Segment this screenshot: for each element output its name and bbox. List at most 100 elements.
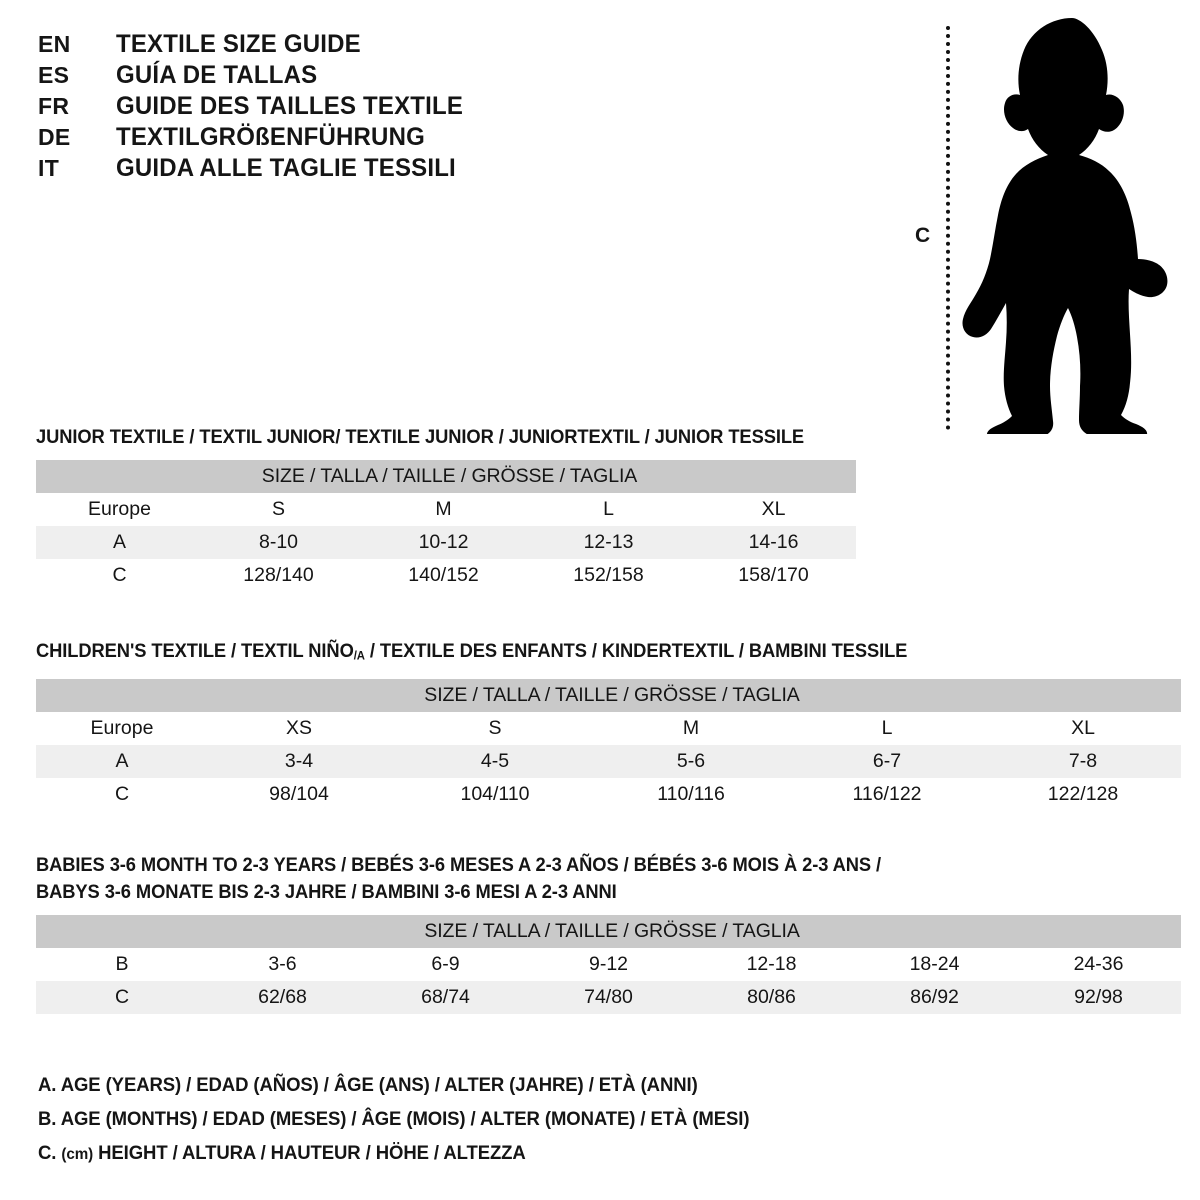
row-label: Europe: [88, 498, 151, 520]
cell: 7-8: [985, 744, 1182, 778]
legend-line-b: B. AGE (MONTHS) / EDAD (MESES) / ÂGE (MO…: [38, 1108, 750, 1130]
cell: 62/68: [201, 981, 364, 1014]
height-measure-figure: C: [905, 8, 1185, 436]
language-row-de: DE TEXTILGRÖßENFÜHRUNG: [38, 123, 598, 154]
language-title-fr: GUIDE DES TAILLES TEXTILE: [116, 92, 464, 120]
table-row: A 8-10 10-12 12-13 14-16: [36, 526, 856, 559]
table-row: C 62/68 68/74 74/80 80/86 86/92 92/98: [36, 981, 1182, 1014]
legend-line-a: A. AGE (YEARS) / EDAD (AÑOS) / ÂGE (ANS)…: [38, 1074, 698, 1096]
cell: 104/110: [460, 782, 530, 805]
language-row-en: EN TEXTILE SIZE GUIDE: [38, 30, 598, 61]
cell: M: [682, 716, 700, 739]
section-title-babies-line1: BABIES 3-6 MONTH TO 2-3 YEARS / BEBÉS 3-…: [36, 854, 882, 876]
toddler-silhouette-icon: [962, 18, 1168, 434]
section-title-children-sub: /A: [353, 648, 365, 663]
language-code-en: EN: [38, 31, 71, 57]
table-row: B 3-6 6-9 9-12 12-18 18-24 24-36: [36, 948, 1181, 981]
legend-line-c-prefix: C.: [38, 1142, 62, 1164]
row-label: C: [112, 564, 127, 586]
cell: 8-10: [196, 526, 361, 559]
cell: 80/86: [690, 981, 853, 1014]
cell: 110/116: [657, 782, 725, 805]
cell: 12-18: [746, 953, 797, 975]
language-title-en: TEXTILE SIZE GUIDE: [116, 30, 361, 58]
language-title-block: EN TEXTILE SIZE GUIDE ES GUÍA DE TALLAS …: [38, 30, 598, 185]
section-title-junior: JUNIOR TEXTILE / TEXTIL JUNIOR/ TEXTILE …: [36, 426, 805, 448]
cell: 86/92: [853, 981, 1016, 1014]
cell: 140/152: [408, 564, 479, 586]
cell: 128/140: [243, 564, 314, 586]
cell: 24-36: [1073, 953, 1124, 975]
row-label: A: [36, 744, 201, 778]
cell: 74/80: [527, 981, 690, 1014]
cell: 6-7: [789, 744, 985, 778]
language-code-it: IT: [38, 155, 60, 181]
table-band-row: SIZE / TALLA / TAILLE / GRÖSSE / TAGLIA: [36, 915, 1182, 948]
cell: 3-4: [201, 744, 397, 778]
table-band-row: SIZE / TALLA / TAILLE / GRÖSSE / TAGLIA: [36, 678, 1182, 712]
cell: S: [271, 498, 285, 520]
language-row-it: IT GUIDA ALLE TAGLIE TESSILI: [38, 154, 598, 185]
section-title-children-main: CHILDREN'S TEXTILE / TEXTIL NIÑO: [36, 640, 354, 662]
section-title-children-rest: / TEXTILE DES ENFANTS / KINDERTEXTIL / B…: [364, 640, 908, 662]
band-label-children: SIZE / TALLA / TAILLE / GRÖSSE / TAGLIA: [36, 678, 1182, 712]
table-row: A 3-4 4-5 5-6 6-7 7-8: [36, 744, 1182, 778]
table-band-row: SIZE / TALLA / TAILLE / GRÖSSE / TAGLIA: [36, 460, 856, 493]
cell: XL: [761, 498, 786, 520]
cell: 3-6: [268, 953, 297, 975]
legend-block: A. AGE (YEARS) / EDAD (AÑOS) / ÂGE (ANS)…: [38, 1068, 1138, 1172]
section-babies-textile: BABIES 3-6 MONTH TO 2-3 YEARS / BEBÉS 3-…: [36, 852, 1182, 1014]
table-row: C 128/140 140/152 152/158 158/170: [36, 559, 856, 592]
cell: 68/74: [364, 981, 527, 1014]
cell: 152/158: [573, 564, 644, 586]
cell: S: [488, 716, 502, 739]
table-babies-sizes: SIZE / TALLA / TAILLE / GRÖSSE / TAGLIA …: [36, 915, 1182, 1014]
cell: 92/98: [1016, 981, 1182, 1014]
cell: 158/170: [738, 564, 809, 586]
row-label: B: [115, 953, 129, 975]
cell: XS: [285, 716, 312, 739]
cell: 9-12: [588, 953, 629, 975]
cell: 122/128: [1047, 782, 1119, 805]
row-label: C: [36, 981, 201, 1014]
band-label-babies: SIZE / TALLA / TAILLE / GRÖSSE / TAGLIA: [36, 915, 1182, 948]
cell: 116/122: [852, 782, 922, 805]
language-code-de: DE: [38, 124, 71, 150]
band-label-junior: SIZE / TALLA / TAILLE / GRÖSSE / TAGLIA: [36, 460, 856, 493]
language-title-de: TEXTILGRÖßENFÜHRUNG: [116, 123, 425, 151]
legend-line-c-unit: (cm): [61, 1146, 94, 1163]
cell: 5-6: [593, 744, 789, 778]
cell: 18-24: [909, 953, 960, 975]
language-title-es: GUÍA DE TALLAS: [116, 61, 318, 89]
legend-line-c: C. (cm) HEIGHT / ALTURA / HAUTEUR / HÖHE…: [38, 1136, 1083, 1172]
language-code-es: ES: [38, 62, 70, 88]
language-code-fr: FR: [38, 93, 70, 119]
language-row-es: ES GUÍA DE TALLAS: [38, 61, 598, 92]
cell: 10-12: [361, 526, 526, 559]
cell: 14-16: [691, 526, 856, 559]
cell: L: [603, 498, 614, 520]
measure-label-c: C: [915, 224, 931, 247]
cell: 4-5: [397, 744, 593, 778]
section-title-children: CHILDREN'S TEXTILE / TEXTIL NIÑO/A / TEX…: [36, 638, 1112, 670]
cell: XL: [1071, 716, 1095, 739]
cell: M: [435, 498, 452, 520]
legend-line-c-rest: HEIGHT / ALTURA / HAUTEUR / HÖHE / ALTEZ…: [93, 1142, 526, 1164]
cell: 6-9: [431, 953, 460, 975]
section-children-textile: CHILDREN'S TEXTILE / TEXTIL NIÑO/A / TEX…: [36, 638, 1182, 811]
table-junior-sizes: SIZE / TALLA / TAILLE / GRÖSSE / TAGLIA …: [36, 460, 856, 592]
cell: 12-13: [526, 526, 691, 559]
language-title-it: GUIDA ALLE TAGLIE TESSILI: [116, 154, 456, 182]
row-label: C: [114, 782, 130, 805]
table-row: Europe XS S M L XL: [36, 712, 1181, 745]
table-row: C 98/104 104/110 110/116 116/122 122/128: [36, 778, 1181, 811]
cell: L: [881, 716, 893, 739]
language-row-fr: FR GUIDE DES TAILLES TEXTILE: [38, 92, 598, 123]
section-junior-textile: JUNIOR TEXTILE / TEXTIL JUNIOR/ TEXTILE …: [36, 424, 856, 592]
row-label: A: [36, 526, 196, 559]
height-dashed-line: [946, 26, 950, 430]
table-children-sizes: SIZE / TALLA / TAILLE / GRÖSSE / TAGLIA …: [36, 678, 1182, 811]
cell: 98/104: [269, 782, 329, 805]
section-title-babies-line2: BABYS 3-6 MONATE BIS 2-3 JAHRE / BAMBINI…: [36, 881, 617, 903]
row-label: Europe: [90, 716, 154, 739]
